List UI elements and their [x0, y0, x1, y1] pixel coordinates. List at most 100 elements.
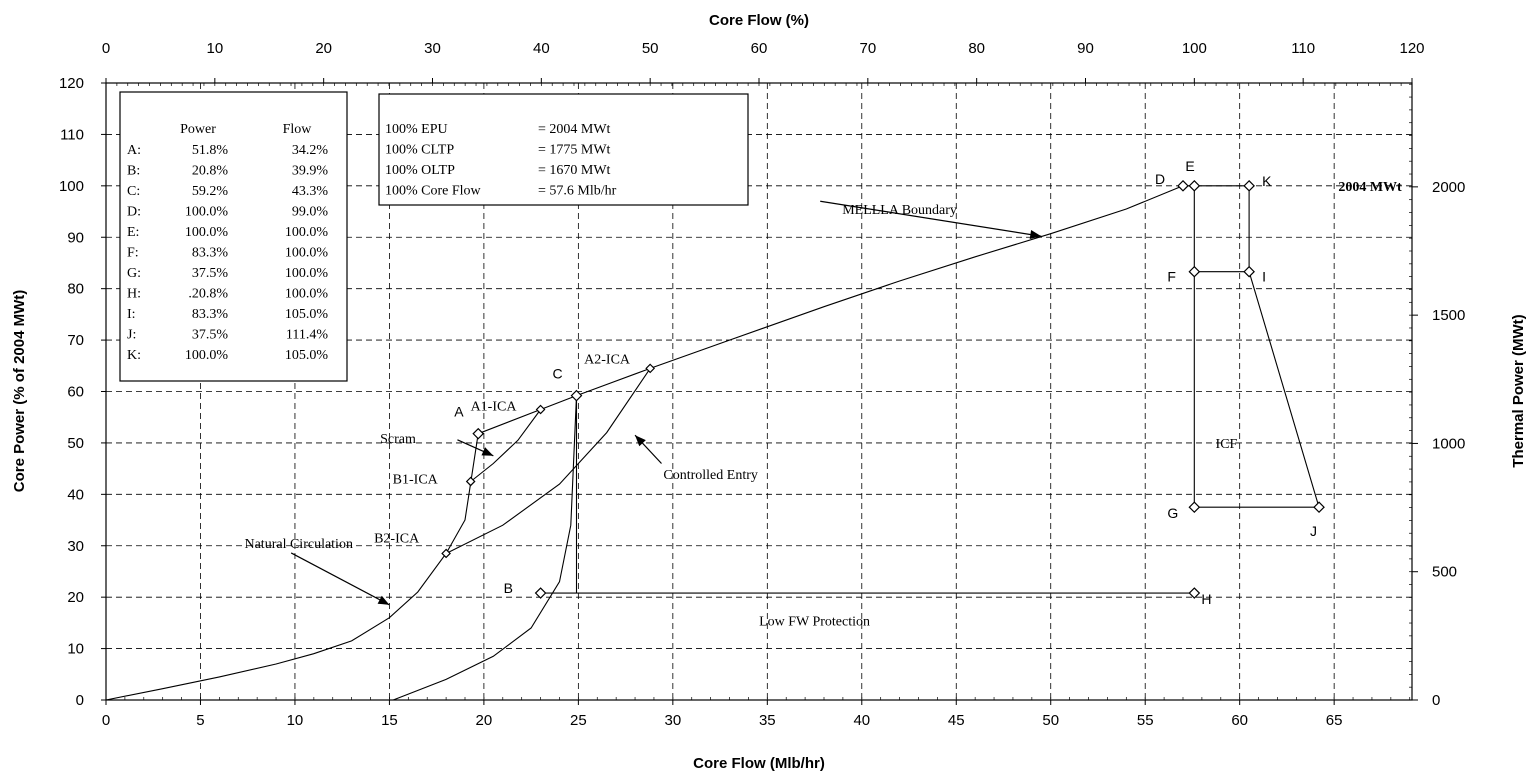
point-b-label: B: [504, 580, 513, 596]
x2-tick-label: 120: [1399, 40, 1424, 57]
table-row-label: E:: [127, 225, 139, 240]
table-row-flow: 111.4%: [286, 328, 328, 343]
controlled-entry-annotation: Controlled Entry: [663, 468, 758, 483]
annotation-arrows: [290, 200, 1042, 606]
point-f-marker: [1188, 265, 1201, 278]
natural-circulation-arrow-shaft: [290, 552, 390, 606]
y-tick-label: 120: [59, 75, 84, 92]
x-axis-title: Core Flow (Mlb/hr): [693, 755, 825, 772]
axis-ticks: 0 5 10 15 20 25 30 35 40 45 50 55 60 65 0 10 20 30 40 50 60 7…: [59, 40, 1465, 729]
x-tick-label: 5: [196, 712, 204, 729]
rating-info-box: 100% EPU = 2004 MWt 100% CLTP = 1775 MWt 100…: [378, 93, 749, 206]
point-b1-ica-marker: [465, 476, 476, 487]
point-k-marker: [1243, 179, 1255, 192]
table-row-flow: 43.3%: [292, 184, 329, 199]
point-a-marker: [472, 427, 485, 440]
y-tick-label: 20: [67, 589, 84, 606]
point-c-label: C: [552, 366, 562, 382]
x-tick-label: 65: [1326, 712, 1343, 729]
x-tick-label: 45: [948, 712, 965, 729]
point-e-marker: [1188, 179, 1201, 192]
natural-circulation-annotation: Natural Circulation: [244, 537, 352, 552]
x2-tick-label: 80: [968, 40, 985, 57]
x2-tick-label: 30: [424, 40, 441, 57]
x-tick-label: 20: [476, 712, 493, 729]
info-row-name: 100% EPU: [385, 122, 448, 137]
point-b2-ica-label: B2-ICA: [374, 531, 420, 546]
icf-boundary-line: [1183, 185, 1320, 508]
b1-a1-ica-line: [470, 409, 542, 482]
table-row-power: .20.8%: [188, 287, 228, 302]
table-row-label: A:: [127, 143, 141, 158]
point-g-label: G: [1167, 505, 1178, 521]
y-tick-label: 50: [67, 435, 84, 452]
low-fw-annotation: Low FW Protection: [759, 614, 870, 629]
x2-tick-label: 20: [315, 40, 332, 57]
scram-annotation: Scram: [380, 432, 416, 447]
table-row-flow: 100.0%: [285, 287, 329, 302]
mellla-arrow-head: [1029, 230, 1042, 239]
table-row-power: 59.2%: [192, 184, 229, 199]
table-row-flow: 100.0%: [285, 246, 329, 261]
y-tick-label: 90: [67, 229, 84, 246]
x-tick-label: 15: [381, 712, 398, 729]
y-tick-label: 10: [67, 641, 84, 658]
series-lines: [105, 185, 1320, 701]
x2-tick-label: 50: [642, 40, 659, 57]
table-row-label: B:: [127, 164, 140, 179]
table-header-power: Power: [180, 122, 216, 137]
table-row-power: 100.0%: [185, 348, 229, 363]
table-row-flow: 105.0%: [285, 307, 329, 322]
table-row-label: H:: [127, 287, 141, 302]
table-row-flow: 99.0%: [292, 205, 329, 220]
power-flow-table-box: [119, 91, 348, 382]
x2-tick-label: 10: [206, 40, 223, 57]
y-tick-label: 110: [60, 126, 84, 143]
x2-tick-label: 60: [751, 40, 768, 57]
point-labels: A B C D E F G H I J K A1-ICA A2-ICA B1-ICA B2-ICA: [374, 158, 1317, 607]
y2-tick-label: 2000: [1432, 179, 1465, 196]
point-b1-ica-label: B1-ICA: [393, 472, 439, 487]
x-tick-label: 35: [759, 712, 776, 729]
point-d-marker: [1177, 179, 1189, 192]
info-rows: 100% EPU = 2004 MWt 100% CLTP = 1775 MWt 100…: [385, 122, 617, 199]
point-i-marker: [1243, 265, 1255, 278]
info-row-value: = 57.6 Mlb/hr: [538, 184, 617, 199]
point-h-label: H: [1201, 591, 1211, 607]
table-row-power: 20.8%: [192, 164, 229, 179]
y-tick-label: 40: [67, 486, 84, 503]
icf-annotation: ICF: [1216, 437, 1238, 452]
y-tick-label: 80: [67, 281, 84, 298]
table-row-label: J:: [127, 328, 136, 343]
table-row-power: 37.5%: [192, 328, 229, 343]
point-f-label: F: [1167, 269, 1176, 285]
table-rows: A: 51.8% 34.2% B: 20.8% 39.9% C: 59.2% 43.3% D: 10…: [127, 143, 328, 363]
mellla-annotation: MELLLA Boundary: [842, 203, 957, 218]
table-row-power: 100.0%: [185, 225, 229, 240]
x2-tick-label: 70: [859, 40, 876, 57]
point-a2-ica-label: A2-ICA: [584, 352, 631, 367]
point-j-label: J: [1310, 523, 1317, 539]
point-a2-ica-marker: [645, 363, 656, 374]
y2-tick-label: 1500: [1432, 307, 1465, 324]
annotation-labels: MELLLA Boundary Scram Controlled Entry Natu…: [244, 180, 1402, 629]
b2-a2-ica-line: [445, 368, 651, 554]
natural-circulation-arrow-head: [377, 595, 390, 605]
x2-tick-label: 40: [533, 40, 550, 57]
table-row-power: 100.0%: [185, 205, 229, 220]
info-row-value: = 1670 MWt: [538, 163, 611, 178]
table-row-label: I:: [127, 307, 136, 322]
x-tick-label: 60: [1231, 712, 1248, 729]
mellla-arrow-shaft: [820, 200, 1042, 237]
y-axis-title: Core Power (% of 2004 MWt): [11, 290, 28, 493]
point-h-marker: [1188, 587, 1201, 599]
point-i-label: I: [1262, 269, 1266, 285]
table-row-label: C:: [127, 184, 140, 199]
y2-tick-label: 0: [1432, 692, 1440, 709]
y2-tick-label: 500: [1432, 564, 1457, 581]
point-c-marker: [570, 389, 583, 402]
x2-tick-label: 110: [1291, 40, 1315, 57]
table-row-power: 37.5%: [192, 266, 229, 281]
info-row-value: = 1775 MWt: [538, 143, 611, 158]
